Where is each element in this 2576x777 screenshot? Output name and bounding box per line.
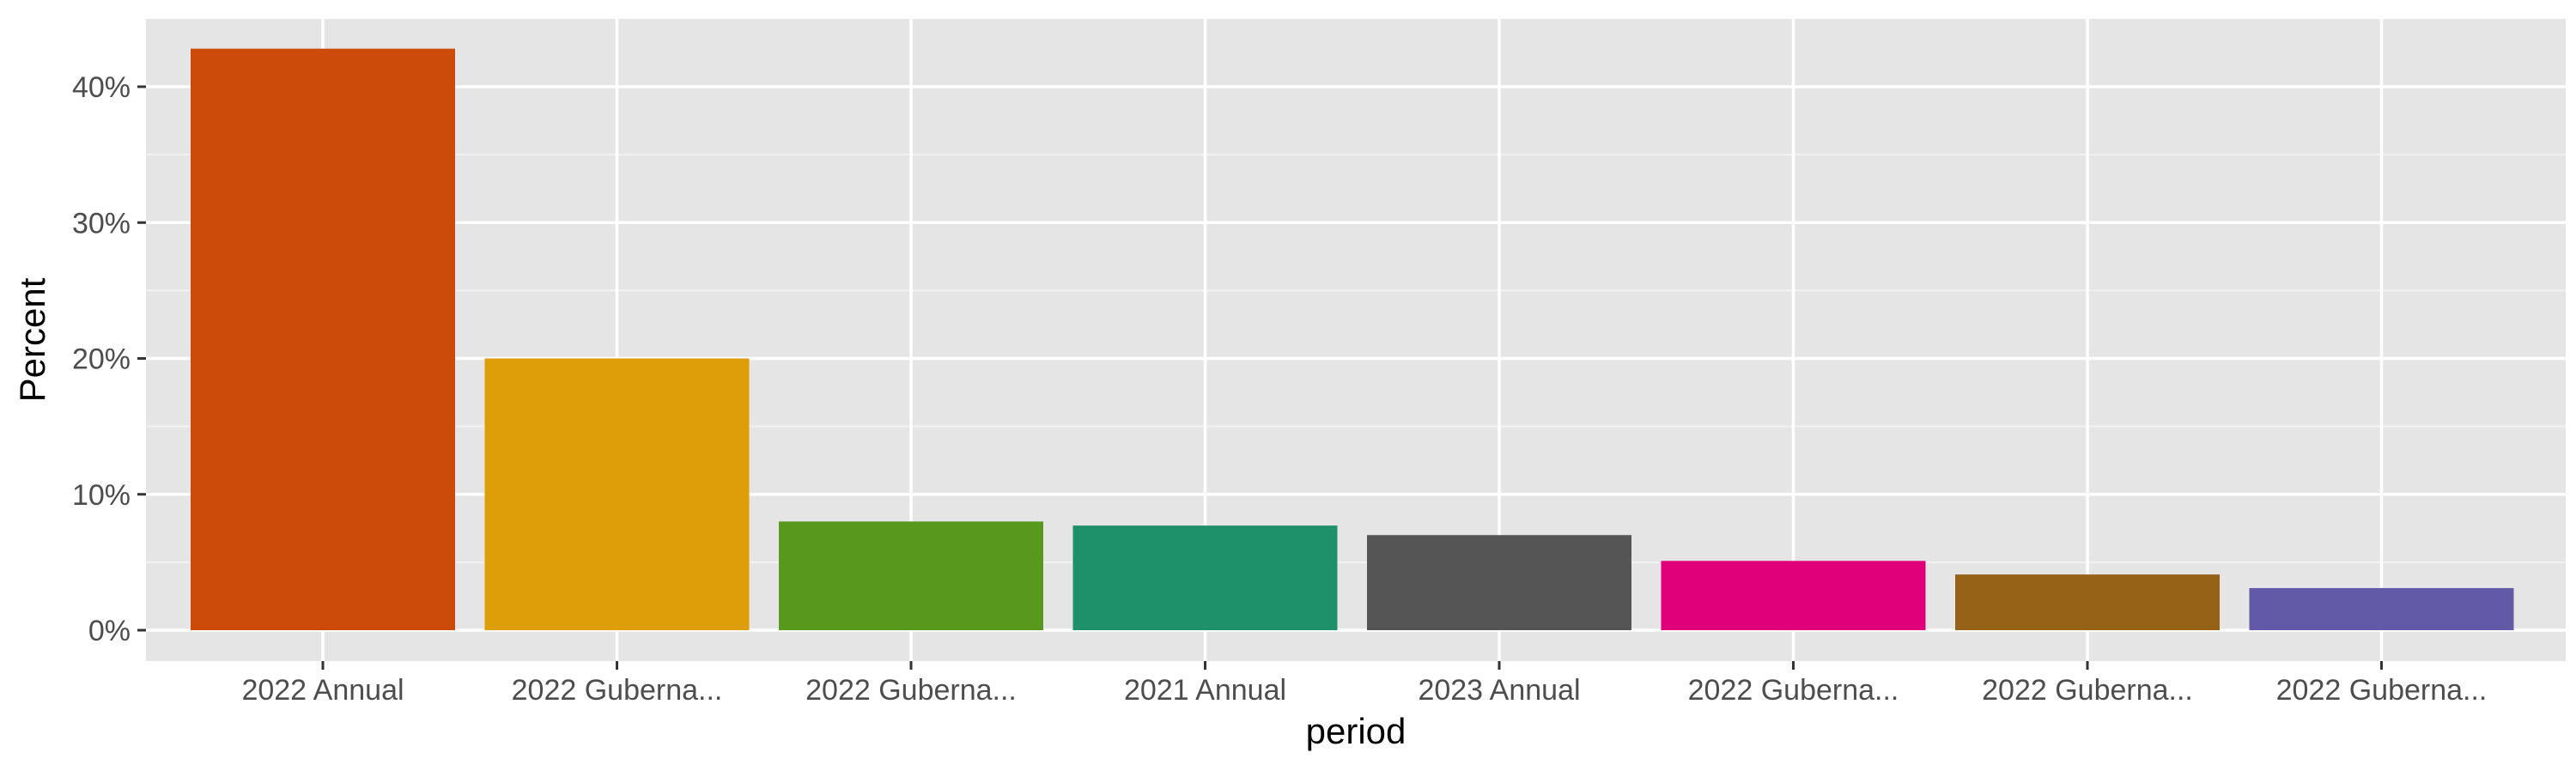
y-tick-label: 0% — [88, 615, 131, 647]
x-axis-title: period — [1306, 711, 1406, 751]
y-tick-label: 40% — [72, 71, 131, 104]
bar — [2249, 587, 2514, 630]
x-axis: 2022 Annual 2022 Guberna... 2022 Guberna..… — [241, 661, 2487, 707]
bar — [779, 521, 1043, 630]
x-tick-label: 2022 Guberna... — [805, 674, 1017, 707]
y-tick-label: 20% — [72, 343, 131, 376]
x-tick-label: 2022 Guberna... — [1688, 674, 1899, 707]
bar — [1367, 535, 1631, 630]
x-tick-label: 2022 Guberna... — [1982, 674, 2193, 707]
y-axis: 0% 10% 20% 30% 40% — [72, 71, 146, 647]
bar — [191, 48, 455, 630]
y-tick-label: 10% — [72, 479, 131, 512]
x-tick-label: 2021 Annual — [1124, 674, 1286, 707]
bar — [1072, 525, 1338, 630]
x-tick-label: 2022 Guberna... — [512, 674, 723, 707]
x-tick-label: 2022 Guberna... — [2276, 674, 2488, 707]
bars-group — [191, 48, 2514, 630]
x-tick-label: 2023 Annual — [1418, 674, 1580, 707]
x-tick-label: 2022 Annual — [241, 674, 404, 707]
bar — [1955, 574, 2220, 630]
y-axis-title: Percent — [12, 277, 52, 402]
bar — [1661, 561, 1926, 630]
y-tick-label: 30% — [72, 207, 131, 240]
bar — [484, 358, 750, 630]
